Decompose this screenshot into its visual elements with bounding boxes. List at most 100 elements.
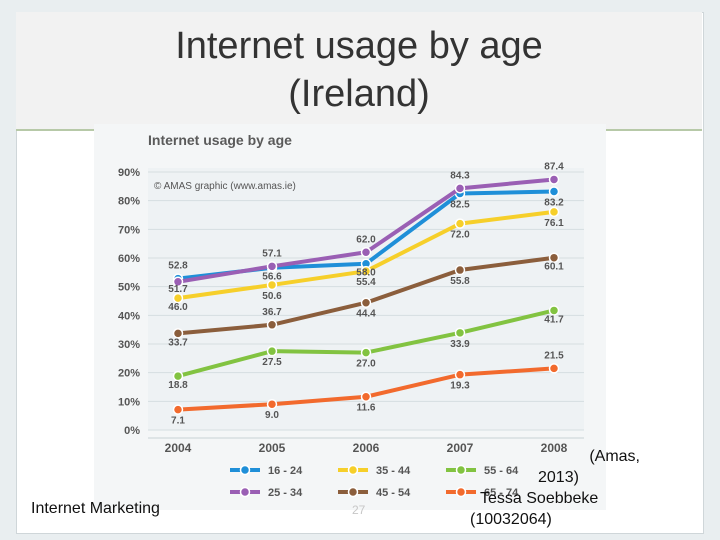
data-point — [266, 279, 278, 291]
data-point — [548, 252, 560, 263]
slide-title-line2: (Ireland) — [288, 73, 430, 115]
x-tick-label: 2005 — [259, 441, 286, 455]
y-tick-label: 90% — [118, 167, 140, 179]
data-label: 7.1 — [171, 416, 185, 427]
footer-course-label: Internet Marketing — [31, 500, 160, 517]
line-layer — [172, 174, 560, 415]
data-point — [548, 186, 560, 197]
legend-marker — [239, 464, 251, 476]
slide-title: Internet usage by age (Ireland) — [16, 22, 702, 118]
data-point — [172, 404, 184, 415]
y-tick-label: 60% — [118, 253, 140, 265]
data-label: 18.8 — [168, 380, 188, 391]
legend-label: 35 - 44 — [376, 465, 411, 477]
data-label: 44.4 — [356, 309, 376, 320]
legend-label: 25 - 34 — [268, 487, 303, 499]
legend-label: 65 - 74 — [484, 487, 519, 499]
label-layer: 52.8 56.6 58.0 82.5 83.2 51.7 57.1 62.0 84.3 87.4… — [168, 161, 564, 426]
data-point — [454, 327, 466, 339]
data-point — [266, 345, 278, 357]
data-point — [360, 247, 372, 258]
data-point — [360, 391, 372, 402]
y-tick-label: 80% — [118, 196, 140, 208]
data-point — [360, 265, 372, 277]
data-label: 36.7 — [262, 307, 282, 318]
data-point — [548, 363, 560, 374]
legend-label: 16 - 24 — [268, 465, 303, 477]
data-label: 60.1 — [544, 262, 564, 273]
data-label: 56.6 — [262, 272, 282, 283]
legend-marker — [455, 486, 467, 498]
data-label: 62.0 — [356, 234, 376, 245]
chart-title: Internet usage by age — [148, 132, 292, 148]
data-label: 19.3 — [450, 381, 470, 392]
slide-title-line1: Internet usage by age — [175, 25, 543, 67]
citation: (Amas, 2013) Tessa Soebbeke (10032064) — [470, 446, 640, 530]
y-tick-label: 70% — [118, 224, 140, 236]
citation-line4: (10032064) — [470, 511, 552, 528]
data-point — [548, 206, 560, 218]
data-point — [172, 276, 184, 288]
citation-line2: 2013) — [538, 469, 579, 486]
page-number: 27 — [352, 503, 366, 517]
data-label: 33.7 — [168, 337, 188, 348]
usage-line-chart: 0% 10% 20% 30% 40% 50% 60% 70% 80% 90% 2004 2005 200… — [118, 132, 584, 499]
data-label: 27.0 — [356, 359, 376, 370]
legend-marker — [347, 486, 359, 498]
citation-line3: Tessa Soebbeke — [480, 490, 599, 507]
data-label: 83.2 — [544, 197, 564, 208]
data-point — [548, 305, 560, 316]
y-tick-label: 0% — [124, 425, 140, 437]
title-band — [16, 12, 702, 131]
data-point — [360, 347, 372, 358]
data-label: 27.5 — [262, 357, 282, 368]
chart-card: 0% 10% 20% 30% 40% 50% 60% 70% 80% 90% 2004 2005 200… — [94, 124, 606, 510]
legend-marker — [239, 486, 251, 498]
data-label: 52.8 — [168, 261, 188, 272]
x-tick-label: 2007 — [447, 441, 474, 455]
data-label: 55.4 — [356, 277, 376, 288]
y-tick-label: 10% — [118, 396, 140, 408]
data-point — [266, 319, 278, 331]
data-point — [360, 297, 372, 308]
citation-line1: (Amas, — [589, 448, 640, 465]
data-label: 84.3 — [450, 170, 470, 181]
legend-label: 45 - 54 — [376, 487, 411, 499]
legend-marker — [347, 464, 359, 476]
data-point — [172, 328, 184, 339]
chart-annotation: © AMAS graphic (www.amas.ie) — [154, 181, 296, 192]
data-label: 50.6 — [262, 291, 282, 302]
data-label: 33.9 — [450, 339, 470, 350]
data-label: 55.8 — [450, 276, 470, 287]
data-label: 58.0 — [356, 268, 376, 279]
data-point — [266, 261, 278, 272]
data-point — [172, 370, 184, 382]
data-point — [454, 264, 466, 276]
data-label: 87.4 — [544, 161, 564, 172]
legend-layer: 16 - 24 35 - 44 55 - 64 25 - 34 45 - 54 65 - … — [230, 464, 519, 499]
data-label: 82.5 — [450, 200, 470, 211]
y-tick-label: 20% — [118, 368, 140, 380]
data-label: 72.0 — [450, 230, 470, 241]
y-tick-label: 30% — [118, 339, 140, 351]
data-label: 41.7 — [544, 314, 564, 325]
data-label: 51.7 — [168, 284, 188, 295]
axis-layer: 0% 10% 20% 30% 40% 50% 60% 70% 80% 90% 2004 2005 200… — [118, 167, 584, 455]
x-tick-label: 2006 — [353, 441, 380, 455]
legend-label: 55 - 64 — [484, 465, 519, 477]
legend-marker — [455, 464, 467, 476]
x-tick-label: 2008 — [541, 441, 568, 455]
y-tick-label: 50% — [118, 282, 140, 294]
data-label: 21.5 — [544, 350, 564, 361]
data-point — [548, 174, 560, 185]
data-label: 9.0 — [265, 410, 279, 421]
data-point — [454, 183, 466, 194]
data-label: 57.1 — [262, 248, 282, 259]
data-label: 11.6 — [357, 403, 376, 414]
data-point — [266, 398, 278, 410]
data-point — [454, 218, 466, 229]
data-point — [172, 292, 184, 304]
data-point — [454, 369, 466, 380]
x-tick-label: 2004 — [165, 441, 192, 455]
data-label: 46.0 — [168, 302, 188, 313]
